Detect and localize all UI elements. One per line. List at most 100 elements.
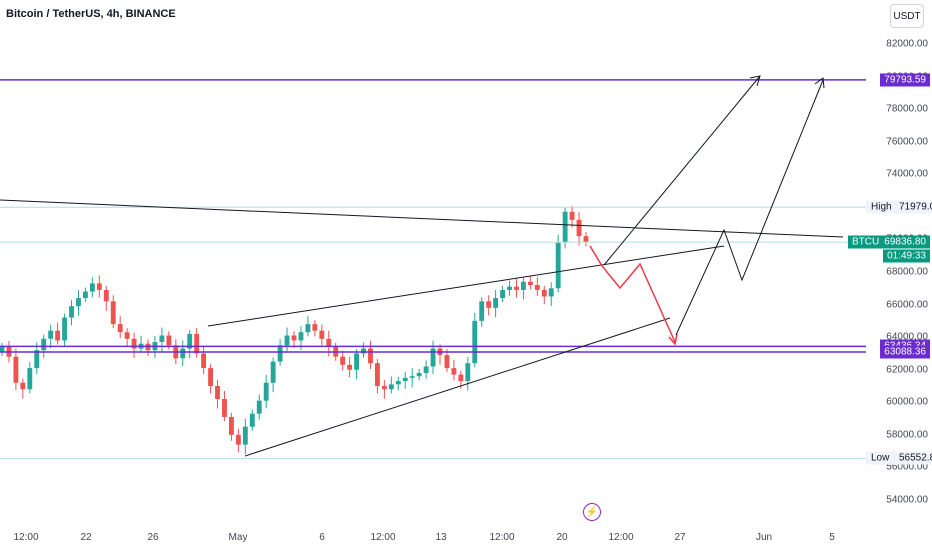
time-tick: 22 [80,532,92,543]
candle-body [486,301,492,308]
candles-group [0,205,589,455]
candle-body [534,285,540,290]
candle-body [444,355,450,369]
candle-body [256,400,262,414]
candle-body [89,283,95,292]
candle-body [291,335,297,341]
candle-body [312,324,318,331]
candle-body [423,366,429,373]
candle-body [48,330,54,339]
candle-body [395,381,401,385]
price-tick: 76000.00 [886,136,928,148]
bullish-path-1[interactable] [603,75,761,266]
price-level-tag[interactable]: 63088.36 [880,345,930,359]
candle-body [159,335,165,343]
bullish-arrowhead-2 [814,77,825,89]
candle-body [27,368,33,390]
price-tick: 56000.00 [886,461,928,473]
price-level-tag[interactable]: 79793.59 [880,73,930,87]
candle-body [69,306,74,318]
bullish-arrowhead-1 [749,75,761,87]
candle-body [117,324,123,333]
countdown-tag: 01:49:33 [883,249,930,263]
candle-body [507,286,512,290]
candle-body [305,324,311,333]
candle-body [555,242,561,289]
last-price-tag[interactable]: 69836.80 [880,235,930,249]
candle-body [263,382,269,401]
candle-body [103,289,109,302]
candle-body [388,384,394,390]
high-value: 71979.00 [894,200,932,214]
candle-body [180,348,186,359]
candle-body [500,289,506,299]
candle-body [235,434,241,445]
time-tick: 6 [319,532,325,543]
trend-line[interactable] [207,245,725,327]
candle-body [416,372,422,377]
candle-body [430,348,436,367]
low-label: Low [866,451,895,465]
candle-body [514,286,519,290]
price-tick: 82000.00 [886,38,928,50]
candle-body [368,348,373,364]
price-tick: 62000.00 [886,364,928,376]
candle-body [402,377,408,382]
candle-body [493,298,499,308]
high-label: High [866,200,897,214]
candle-body [13,356,19,383]
time-tick: 20 [556,532,568,543]
candle-body [347,364,353,370]
candle-body [583,236,589,243]
flash-icon[interactable]: ⚡ [583,503,601,521]
candle-body [249,413,255,427]
candle-body [465,363,471,382]
candle-body [187,333,193,349]
candle-body [277,345,283,362]
candle-body [55,330,61,341]
trend-line[interactable] [244,317,671,457]
drawings-group [0,75,866,459]
candle-body [194,333,200,354]
price-tick: 66000.00 [886,299,928,311]
candle-body [284,335,290,346]
candle-body [62,317,68,341]
currency-button[interactable]: USDT [890,4,924,28]
trend-line[interactable] [0,199,844,238]
candle-body [20,382,26,390]
candle-body [381,386,387,390]
candle-body [124,332,130,339]
candle-body [76,298,81,307]
candle-body [319,330,325,339]
candle-body [374,363,380,386]
candle-body [242,426,248,445]
price-chart[interactable] [0,0,866,522]
candle-body [479,301,485,321]
candle-body [409,376,415,378]
candle-body [166,335,172,346]
candle-body [298,332,304,341]
candle-body [354,353,360,370]
candle-body [451,368,457,375]
candle-body [270,361,276,383]
time-tick: 12:00 [370,532,396,543]
time-tick: 12:00 [13,532,39,543]
time-tick: 13 [435,532,447,543]
candle-body [228,416,234,435]
bullish-path-2[interactable] [675,79,824,336]
candle-body [0,346,5,352]
bearish-path[interactable] [589,245,676,343]
time-tick: 12:00 [608,532,634,543]
candle-body [82,291,88,299]
candle-body [458,374,464,382]
price-tick: 58000.00 [886,429,928,441]
candle-body [41,338,47,351]
candle-body [131,338,137,349]
time-tick: May [228,532,248,543]
candle-body [208,368,214,386]
price-tick: 54000.00 [886,494,928,506]
candle-body [562,211,568,243]
candle-body [34,350,40,369]
price-axis[interactable]: 82000.0080000.0078000.0076000.0074000.00… [848,0,932,550]
price-tick: 60000.00 [886,396,928,408]
